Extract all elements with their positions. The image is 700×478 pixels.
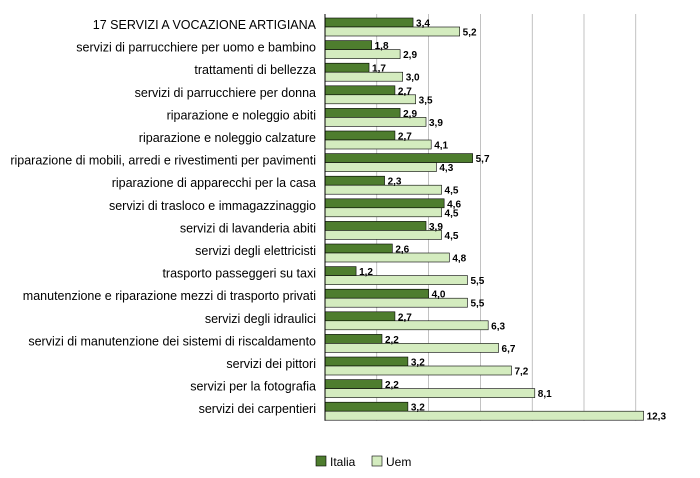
category-labels: 17 SERVIZI A VOCAZIONE ARTIGIANA servizi … <box>10 18 316 416</box>
data-label: 12,3 <box>647 412 667 423</box>
data-label: 6,7 <box>502 344 516 355</box>
data-label: 3,0 <box>406 73 420 84</box>
legend-label-italia: Italia <box>330 455 356 469</box>
data-label: 6,3 <box>491 321 505 332</box>
data-label: 4,8 <box>452 254 466 265</box>
bar-italia <box>324 153 473 163</box>
legend-label-uem: Uem <box>386 455 411 469</box>
bar-uem <box>324 184 442 195</box>
bar-italia <box>324 62 370 73</box>
data-label: 5,5 <box>470 276 484 287</box>
data-label: 3,2 <box>411 403 425 414</box>
bar-uem <box>324 71 403 82</box>
bar-uem <box>324 388 536 398</box>
data-label: 2,9 <box>403 50 417 61</box>
category-label: servizi dei pittori <box>226 357 316 371</box>
bar-italia <box>324 17 414 28</box>
bar-italia <box>324 175 385 186</box>
bar-uem <box>324 275 468 285</box>
bar-italia <box>324 108 401 118</box>
category-label: servizi di manutenzione dei sistemi di r… <box>28 334 316 348</box>
data-label: 2,2 <box>385 380 399 391</box>
data-label: 4,5 <box>445 231 459 242</box>
data-label: 5,7 <box>476 154 490 165</box>
data-label: 2,6 <box>395 245 409 256</box>
data-label: 3,5 <box>419 95 433 106</box>
bar-uem <box>324 297 468 308</box>
value-labels: 3,45,21,82,91,73,02,73,52,93,92,74,15,74… <box>359 19 666 423</box>
data-label: 2,7 <box>398 132 412 143</box>
grid-lines <box>376 14 637 421</box>
data-label: 3,9 <box>429 222 443 233</box>
data-label: 2,7 <box>398 312 412 323</box>
data-label: 7,2 <box>514 367 528 378</box>
data-label: 2,7 <box>398 86 412 97</box>
data-label: 4,0 <box>432 290 446 301</box>
bar-uem <box>324 162 437 172</box>
bar-italia <box>324 288 429 299</box>
data-label: 4,5 <box>445 186 459 197</box>
data-label: 2,9 <box>403 109 417 120</box>
data-label: 2,2 <box>385 335 399 346</box>
bar-uem <box>324 343 499 353</box>
legend: Italia Uem <box>315 455 411 469</box>
data-label: 5,2 <box>463 28 477 39</box>
category-label: servizi dei carpentieri <box>199 402 316 416</box>
bar-italia <box>324 130 396 141</box>
category-label: riparazione di mobili, arredi e rivestim… <box>10 154 316 168</box>
bar-uem <box>324 252 450 263</box>
data-label: 4,3 <box>439 163 453 174</box>
category-label: riparazione di apparecchi per la casa <box>112 176 316 190</box>
category-label: servizi di parrucchiere per uomo e bambi… <box>76 41 316 55</box>
data-label: 1,7 <box>372 64 386 75</box>
data-label: 2,3 <box>388 177 402 188</box>
bar-italia <box>324 266 357 276</box>
bar-uem <box>324 26 460 37</box>
data-label: 4,6 <box>447 199 461 210</box>
bar-uem <box>324 49 401 59</box>
bar-uem <box>324 410 644 421</box>
data-label: 4,1 <box>434 141 448 152</box>
category-label: riparazione e noleggio calzature <box>139 131 316 145</box>
category-label: servizi degli idraulici <box>205 312 316 326</box>
category-label: servizi di parrucchiere per donna <box>135 86 316 100</box>
bar-italia <box>324 243 393 254</box>
data-label: 8,1 <box>538 389 552 400</box>
bar-italia <box>324 311 396 322</box>
data-label: 4,5 <box>445 208 459 219</box>
data-label: 5,5 <box>470 299 484 310</box>
category-label: servizi degli elettricisti <box>195 244 316 258</box>
category-label: 17 SERVIZI A VOCAZIONE ARTIGIANA <box>93 18 317 32</box>
category-label: trattamenti di bellezza <box>194 63 316 77</box>
category-label: manutenzione e riparazione mezzi di tras… <box>23 289 316 303</box>
data-label: 3,2 <box>411 358 425 369</box>
bar-italia <box>324 356 409 367</box>
bar-italia <box>324 401 409 412</box>
data-label: 1,8 <box>375 41 389 52</box>
bar-uem <box>324 207 442 218</box>
category-label: servizi per la fotografia <box>190 380 316 394</box>
category-label: servizi di trasloco e immagazzinaggio <box>109 199 316 213</box>
data-label: 3,4 <box>416 19 430 30</box>
bar-italia <box>324 85 396 96</box>
bar-italia <box>324 379 383 389</box>
bar-italia <box>324 221 427 231</box>
data-label: 1,2 <box>359 267 373 278</box>
bar-uem <box>324 230 442 240</box>
bar-italia <box>324 40 372 50</box>
category-label: riparazione e noleggio abiti <box>167 108 316 122</box>
category-label: servizi di lavanderia abiti <box>180 221 316 235</box>
legend-swatch-italia <box>315 455 327 467</box>
legend-swatch-uem <box>371 455 383 467</box>
bars <box>324 17 644 421</box>
category-label: trasporto passeggeri su taxi <box>162 267 316 281</box>
data-label: 3,9 <box>429 118 443 129</box>
bar-uem <box>324 139 432 150</box>
bar-italia <box>324 198 445 209</box>
bar-italia <box>324 334 383 344</box>
